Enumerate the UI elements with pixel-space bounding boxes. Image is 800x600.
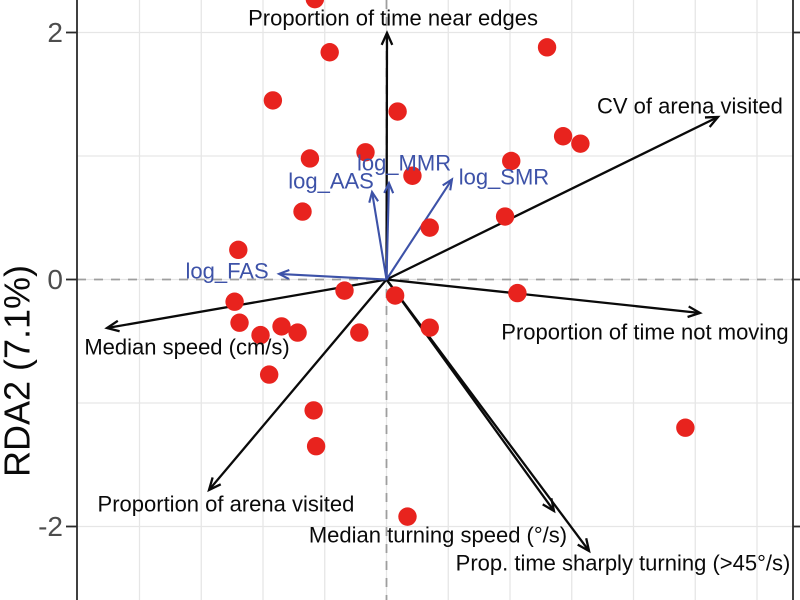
arrow-label-median-speed-cm-s: Median speed (cm/s) [84, 335, 289, 360]
data-point [350, 323, 369, 342]
arrow-shaft [208, 278, 388, 491]
data-point [553, 127, 573, 146]
arrow-label-log-mmr: log_MMR [357, 151, 451, 176]
data-point [306, 437, 326, 456]
arrow-labels: Proportion of time near edges CV of arena… [84, 6, 790, 576]
arrow-log-fas [276, 269, 387, 281]
data-point [230, 313, 249, 332]
arrow-label-proportion-of-time-not-moving: Proportion of time not moving [501, 319, 788, 344]
data-point [495, 207, 515, 226]
arrow-shaft [371, 191, 388, 280]
data-point [676, 418, 695, 437]
arrow-log-smr [385, 177, 454, 281]
data-point [508, 283, 527, 303]
data-point [502, 151, 521, 171]
arrow-label-log-smr: log_SMR [459, 164, 549, 189]
arrow-prop-time-sharply-turning-45-s [385, 278, 591, 554]
arrowhead-icon [687, 305, 703, 319]
data-point [537, 38, 557, 57]
y-tick-label: 0 [47, 264, 63, 295]
arrow-label-log-fas: log_FAS [185, 258, 268, 283]
data-point [388, 102, 407, 121]
arrow-shaft [385, 278, 590, 552]
arrowhead-icon [104, 319, 120, 333]
data-point [403, 166, 422, 185]
arrow-label-cv-of-arena-visited: CV of arena visited [597, 93, 783, 118]
y-tick-label: 2 [47, 17, 63, 48]
y-axis-title: RDA2 (7.1%) [0, 265, 38, 477]
arrowhead-icon [704, 115, 721, 128]
data-point [251, 325, 270, 345]
arrowhead-icon [380, 30, 394, 46]
data-point [398, 507, 417, 526]
arrow-proportion-of-time-not-moving [386, 278, 703, 319]
arrow-shaft [385, 183, 391, 280]
data-point [305, 0, 325, 9]
data-point [420, 218, 439, 237]
arrowhead-icon [383, 180, 395, 194]
data-point [288, 323, 307, 342]
arrow-label-log-aas: log_AAS [288, 168, 374, 193]
data-point [300, 149, 320, 168]
sample-points [225, 0, 695, 526]
data-point [385, 286, 405, 305]
data-point [335, 281, 354, 300]
arrowhead-icon [577, 538, 591, 554]
arrow-shaft [385, 115, 719, 281]
arrowhead-icon [442, 177, 454, 191]
arrowhead-icon [207, 477, 222, 493]
y-tick-label: -2 [38, 511, 63, 542]
arrow-cv-of-arena-visited [385, 115, 721, 281]
data-point [320, 43, 339, 62]
data-point [229, 240, 248, 260]
data-point [272, 317, 291, 336]
arrow-shaft [386, 278, 701, 315]
arrow-label-proportion-of-time-near-edges: Proportion of time near edges [248, 6, 538, 31]
arrow-log-aas [368, 189, 388, 280]
data-point [571, 134, 590, 153]
predictor-arrows [276, 177, 454, 281]
data-point [293, 202, 312, 221]
arrow-label-prop-time-sharply-turning-45-s: Prop. time sharply turning (>45°/s) [456, 551, 791, 576]
axes: 2 0 -2 [38, 0, 800, 600]
data-point [420, 318, 439, 337]
arrow-proportion-of-arena-visited [207, 278, 388, 493]
arrow-label-proportion-of-arena-visited: Proportion of arena visited [98, 492, 355, 517]
data-point [259, 365, 279, 384]
data-point [225, 292, 244, 311]
data-point [304, 401, 323, 420]
arrow-log-mmr [383, 180, 395, 280]
arrow-label-median-turning-speed-s: Median turning speed (°/s) [309, 523, 567, 548]
arrowhead-icon [368, 189, 379, 203]
arrowhead-icon [276, 269, 290, 280]
zero-reference-lines [77, 0, 793, 600]
data-point [263, 91, 283, 110]
arrow-shaft [385, 178, 453, 281]
data-point [356, 143, 375, 162]
arrow-shaft [279, 272, 387, 281]
